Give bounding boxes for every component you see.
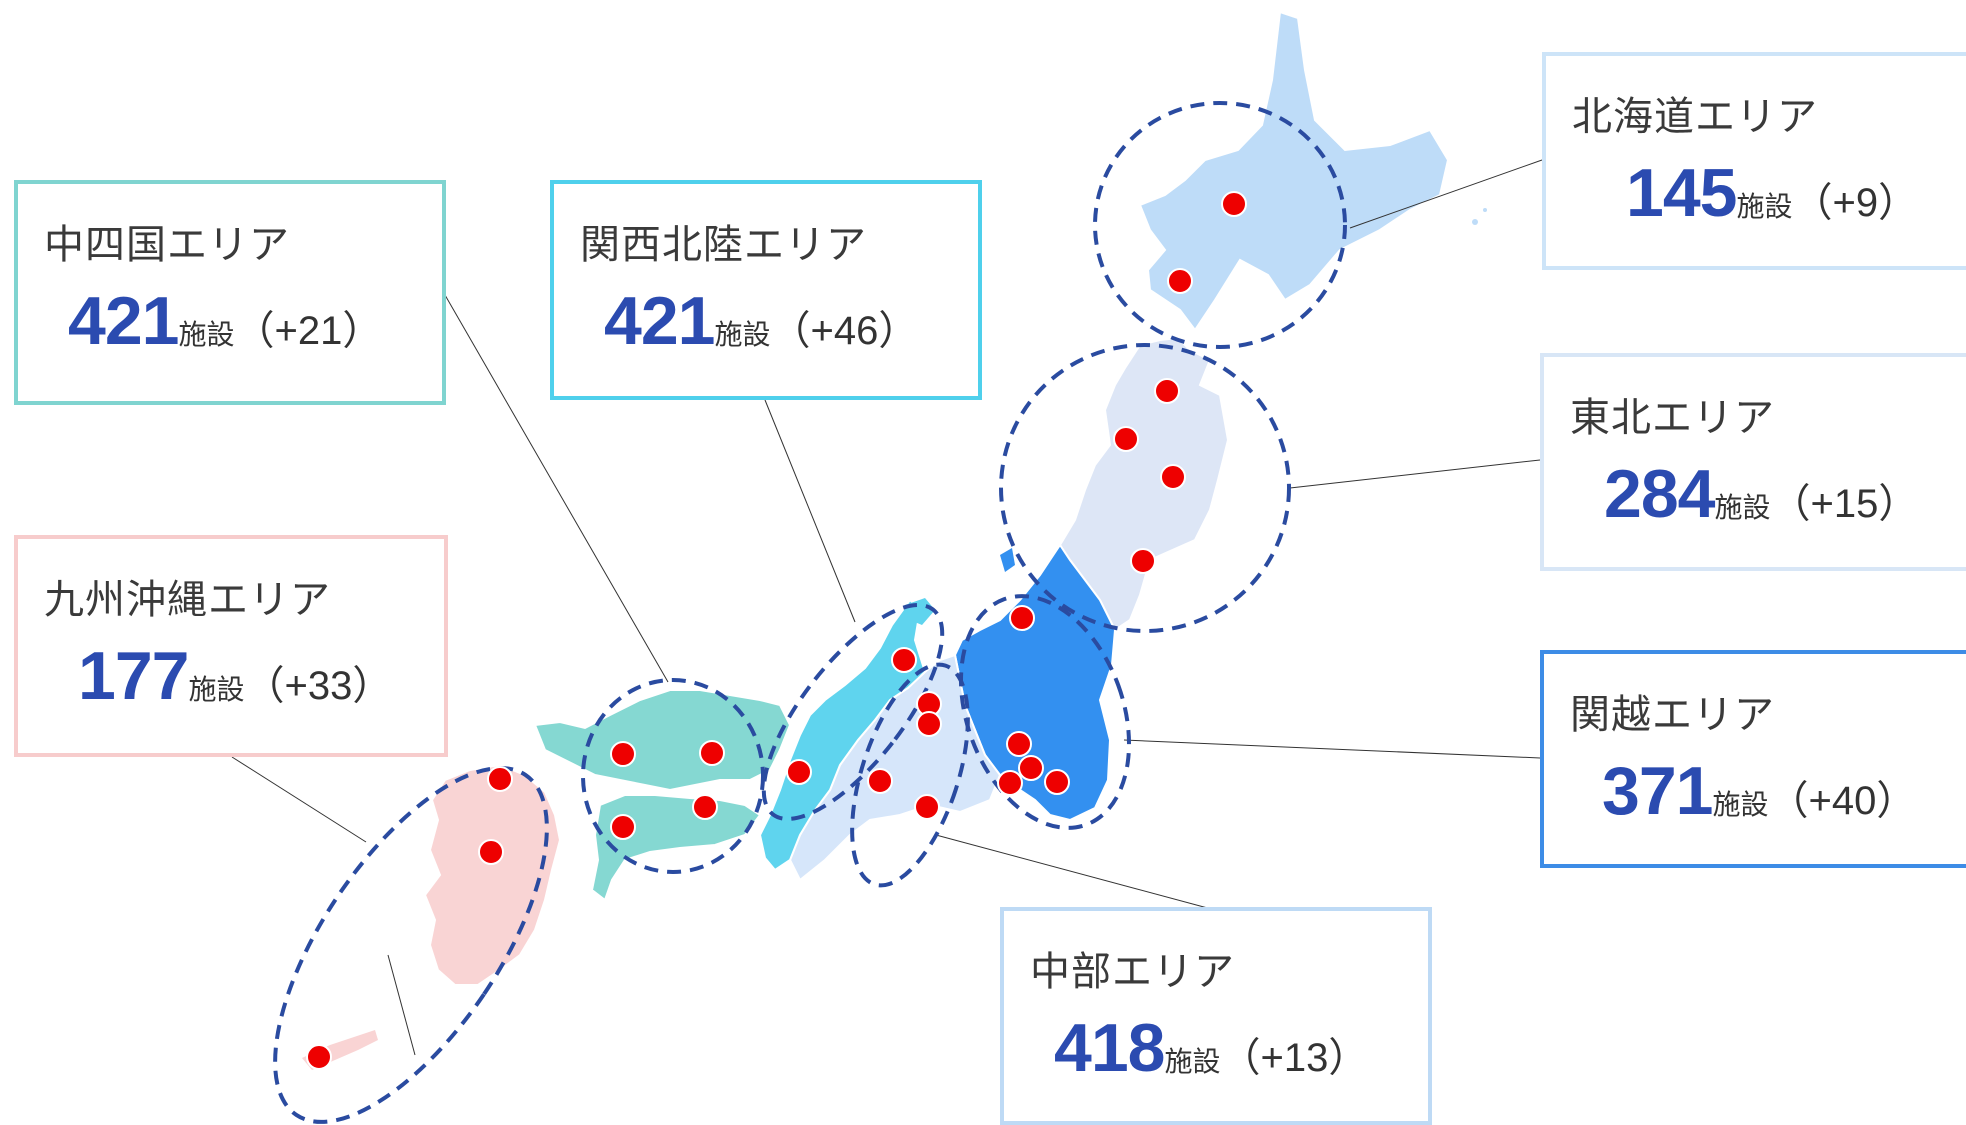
facility-diff: （+15）	[1770, 482, 1919, 526]
leader-line-hokkaido	[1349, 159, 1543, 229]
red-dot-icon[interactable]	[1006, 731, 1032, 757]
facility-unit: 施設	[714, 318, 771, 351]
facility-count: 177	[78, 638, 189, 714]
area-name: 関西北陸エリア	[580, 222, 867, 268]
facility-count: 371	[1602, 753, 1713, 829]
facility-count: 284	[1604, 456, 1715, 532]
facility-diff: （+21）	[234, 309, 383, 353]
kansai-hokuriku-region	[758, 598, 927, 872]
area-name: 中部エリア	[1030, 949, 1235, 995]
facility-unit: 施設	[178, 318, 235, 351]
red-dot-icon[interactable]	[692, 794, 718, 820]
area-stat: 145施設（+9）	[1626, 154, 1918, 232]
circle-kyushu	[273, 766, 549, 1124]
red-dot-icon[interactable]	[1167, 268, 1193, 294]
red-dot-icon[interactable]	[916, 711, 942, 737]
area-name: 北海道エリア	[1572, 94, 1818, 140]
area-stat: 421施設（+46）	[604, 282, 918, 360]
area-card-chubu[interactable]: 中部エリア 418施設（+13）	[1000, 907, 1432, 1125]
area-circles	[273, 101, 1347, 1124]
red-dot-icon[interactable]	[1018, 755, 1044, 781]
red-dot-icon[interactable]	[610, 741, 636, 767]
leader-line-chushikoku	[444, 294, 669, 683]
area-name: 東北エリア	[1570, 395, 1775, 441]
leader-line-chubu	[935, 834, 1216, 911]
circle-chushikoku	[581, 678, 765, 874]
kyushu-region	[423, 763, 562, 986]
area-card-tohoku[interactable]: 東北エリア 284施設（+15）	[1540, 353, 1966, 571]
red-dot-icon[interactable]	[699, 740, 725, 766]
area-card-kanetsu[interactable]: 関越エリア 371施設（+40）	[1540, 650, 1966, 868]
facility-count: 418	[1054, 1010, 1165, 1086]
circle-hokkaido	[1093, 101, 1347, 349]
red-dot-icon[interactable]	[891, 647, 917, 673]
facility-unit: 施設	[1164, 1045, 1221, 1078]
area-card-chushikoku[interactable]: 中四国エリア 421施設（+21）	[14, 180, 446, 405]
facility-unit: 施設	[188, 673, 245, 706]
area-stat: 371施設（+40）	[1602, 752, 1916, 830]
red-dot-icon[interactable]	[1221, 191, 1247, 217]
red-dot-icon[interactable]	[1009, 605, 1035, 631]
red-dot-icon[interactable]	[1160, 464, 1186, 490]
circle-kansai	[761, 603, 945, 821]
red-dot-icon[interactable]	[786, 759, 812, 785]
red-dot-icon[interactable]	[914, 794, 940, 820]
area-stat: 421施設（+21）	[68, 282, 382, 360]
red-dot-icon[interactable]	[997, 770, 1023, 796]
red-dot-icon[interactable]	[867, 768, 893, 794]
circle-kanetsu	[958, 594, 1132, 830]
area-card-kyushu-okinawa[interactable]: 九州沖縄エリア 177施設（+33）	[14, 535, 448, 757]
hokkaido-region	[1138, 10, 1450, 332]
leader-line-kansai	[764, 399, 856, 623]
island-dot	[1483, 208, 1487, 212]
facility-diff: （+9）	[1792, 181, 1919, 225]
red-dot-icon[interactable]	[1154, 378, 1180, 404]
facility-count: 421	[68, 283, 179, 359]
red-dot-icon[interactable]	[1130, 548, 1156, 574]
area-stat: 418施設（+13）	[1054, 1009, 1368, 1087]
circle-chubu	[850, 662, 970, 888]
leader-lines	[231, 159, 1543, 1056]
facility-diff: （+46）	[770, 309, 919, 353]
leader-line-kyushu	[231, 756, 367, 843]
chugoku-region	[533, 689, 792, 792]
red-dot-icon[interactable]	[1113, 426, 1139, 452]
island-dot	[1472, 219, 1478, 225]
sado-island	[1000, 548, 1015, 572]
area-name: 九州沖縄エリア	[44, 577, 331, 623]
leader-line-okinawa	[387, 954, 416, 1056]
red-dot-icon[interactable]	[610, 814, 636, 840]
red-dot-icon[interactable]	[306, 1044, 332, 1070]
facility-diff: （+40）	[1768, 779, 1917, 823]
area-stat: 284施設（+15）	[1604, 455, 1918, 533]
red-dot-icon[interactable]	[478, 839, 504, 865]
facility-diff: （+33）	[244, 664, 393, 708]
facility-unit: 施設	[1736, 190, 1793, 223]
area-name: 関越エリア	[1570, 692, 1775, 738]
facility-diff: （+13）	[1220, 1036, 1369, 1080]
leader-line-kanetsu	[1123, 739, 1541, 759]
area-card-hokkaido[interactable]: 北海道エリア 145施設（+9）	[1542, 52, 1966, 270]
area-card-kansai-hokuriku[interactable]: 関西北陸エリア 421施設（+46）	[550, 180, 982, 400]
red-dot-icon[interactable]	[1044, 769, 1070, 795]
markers	[306, 191, 1247, 1070]
facility-unit: 施設	[1714, 491, 1771, 524]
facility-unit: 施設	[1712, 788, 1769, 821]
area-stat: 177施設（+33）	[78, 637, 392, 715]
circle-tohoku	[999, 343, 1291, 633]
facility-count: 145	[1626, 155, 1737, 231]
leader-line-tohoku	[1289, 459, 1541, 489]
facility-count: 421	[604, 283, 715, 359]
red-dot-icon[interactable]	[487, 766, 513, 792]
area-name: 中四国エリア	[44, 222, 290, 268]
